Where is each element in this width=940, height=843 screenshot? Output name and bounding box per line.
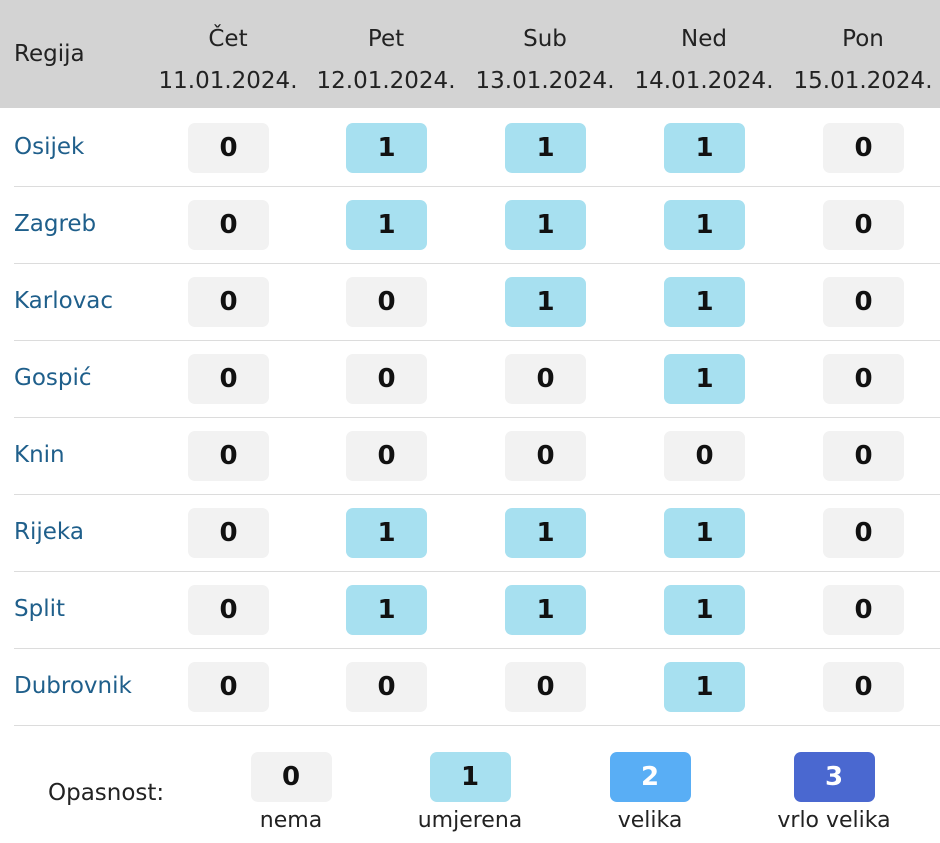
- region-column-header: Regija: [14, 41, 85, 67]
- danger-legend: Opasnost: 0 nema 1 umjerena 2 velika 3 vrlo vel…: [0, 730, 940, 843]
- danger-level-cell: 1: [664, 277, 745, 327]
- danger-level-cell: 0: [505, 354, 586, 404]
- danger-level-cell: 1: [346, 200, 427, 250]
- day-name: Čet: [208, 26, 248, 52]
- region-link[interactable]: Osijek: [14, 134, 85, 160]
- day-header: Sub 13.01.2024.: [465, 18, 625, 102]
- table-row: Karlovac 0 0 1 1 0: [14, 263, 940, 341]
- danger-level-cell: 0: [505, 431, 586, 481]
- danger-level-cell: 0: [823, 585, 904, 635]
- danger-level-cell: 0: [505, 662, 586, 712]
- danger-level-cell: 1: [346, 585, 427, 635]
- danger-level-cell: 0: [823, 508, 904, 558]
- legend-item: 0 nema: [211, 752, 371, 833]
- danger-level-cell: 1: [346, 508, 427, 558]
- day-date: 11.01.2024.: [158, 68, 298, 94]
- table-row: Split 0 1 1 1 0: [14, 571, 940, 649]
- danger-level-cell: 1: [664, 508, 745, 558]
- table-row: Gospić 0 0 0 1 0: [14, 340, 940, 418]
- danger-level-cell: 0: [823, 662, 904, 712]
- danger-level-cell: 1: [664, 123, 745, 173]
- danger-level-cell: 1: [664, 585, 745, 635]
- danger-level-cell: 1: [346, 123, 427, 173]
- region-link[interactable]: Split: [14, 596, 65, 622]
- region-link[interactable]: Dubrovnik: [14, 673, 132, 699]
- danger-level-cell: 0: [823, 354, 904, 404]
- danger-level-cell: 0: [188, 585, 269, 635]
- legend-swatch: 3: [793, 752, 875, 802]
- danger-level-cell: 0: [346, 431, 427, 481]
- danger-level-cell: 1: [505, 277, 586, 327]
- danger-level-cell: 0: [188, 123, 269, 173]
- danger-level-cell: 1: [664, 662, 745, 712]
- table-row: Zagreb 0 1 1 1 0: [14, 186, 940, 264]
- day-header: Pet 12.01.2024.: [306, 18, 466, 102]
- region-link[interactable]: Gospić: [14, 365, 92, 391]
- table-row: Knin 0 0 0 0 0: [14, 417, 940, 495]
- day-header: Čet 11.01.2024.: [148, 18, 308, 102]
- legend-title: Opasnost:: [48, 780, 165, 806]
- danger-level-cell: 0: [823, 277, 904, 327]
- region-link[interactable]: Zagreb: [14, 211, 97, 237]
- legend-item: 3 vrlo velika: [754, 752, 914, 833]
- danger-level-cell: 1: [664, 200, 745, 250]
- table-header: Regija Čet 11.01.2024. Pet 12.01.2024. Sub 13…: [0, 0, 940, 108]
- danger-level-cell: 0: [188, 354, 269, 404]
- danger-level-cell: 0: [823, 200, 904, 250]
- day-date: 12.01.2024.: [316, 68, 456, 94]
- day-date: 15.01.2024.: [793, 68, 933, 94]
- day-name: Pet: [367, 26, 405, 52]
- danger-level-cell: 0: [823, 123, 904, 173]
- danger-level-cell: 0: [188, 277, 269, 327]
- day-date: 13.01.2024.: [475, 68, 615, 94]
- table-row: Dubrovnik 0 0 0 1 0: [14, 648, 940, 726]
- danger-level-cell: 0: [188, 508, 269, 558]
- table-row: Rijeka 0 1 1 1 0: [14, 494, 940, 572]
- danger-level-cell: 0: [346, 354, 427, 404]
- region-link[interactable]: Knin: [14, 442, 65, 468]
- legend-label: velika: [617, 808, 683, 833]
- danger-level-cell: 0: [188, 662, 269, 712]
- day-name: Ned: [681, 26, 727, 52]
- danger-level-cell: 1: [505, 123, 586, 173]
- region-link[interactable]: Karlovac: [14, 288, 114, 314]
- legend-swatch: 1: [429, 752, 511, 802]
- day-header: Pon 15.01.2024.: [783, 18, 940, 102]
- legend-label: umjerena: [417, 808, 523, 833]
- danger-level-cell: 0: [823, 431, 904, 481]
- danger-level-cell: 1: [664, 354, 745, 404]
- day-name: Pon: [842, 26, 884, 52]
- danger-level-cell: 1: [505, 200, 586, 250]
- day-name: Sub: [523, 26, 567, 52]
- legend-label: nema: [259, 808, 323, 833]
- legend-item: 1 umjerena: [390, 752, 550, 833]
- danger-level-cell: 0: [664, 431, 745, 481]
- danger-level-cell: 0: [188, 431, 269, 481]
- danger-level-cell: 0: [346, 662, 427, 712]
- day-header: Ned 14.01.2024.: [624, 18, 784, 102]
- region-link[interactable]: Rijeka: [14, 519, 84, 545]
- legend-swatch: 0: [250, 752, 332, 802]
- legend-swatch: 2: [609, 752, 691, 802]
- legend-item: 2 velika: [570, 752, 730, 833]
- danger-level-cell: 0: [346, 277, 427, 327]
- danger-level-cell: 1: [505, 585, 586, 635]
- danger-level-cell: 1: [505, 508, 586, 558]
- legend-label: vrlo velika: [777, 808, 891, 833]
- danger-level-cell: 0: [188, 200, 269, 250]
- day-date: 14.01.2024.: [634, 68, 774, 94]
- table-row: Osijek 0 1 1 1 0: [14, 109, 940, 187]
